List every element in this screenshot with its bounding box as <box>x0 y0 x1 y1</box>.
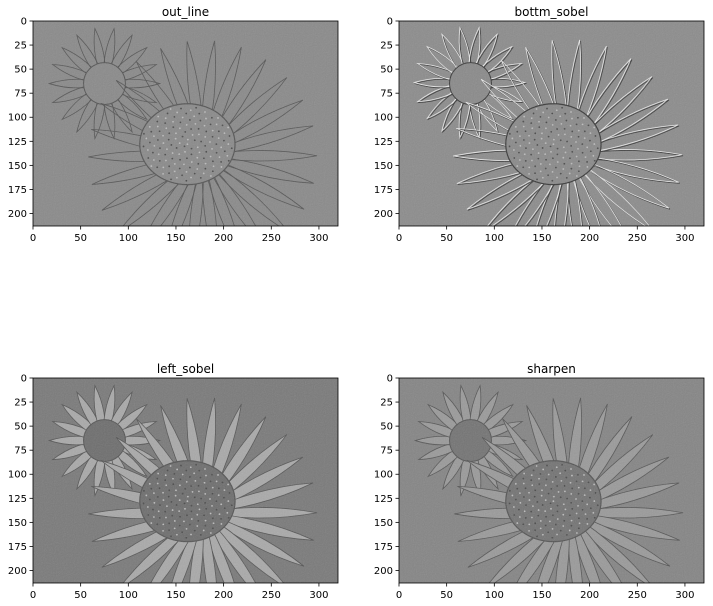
y-tick-label: 175 <box>374 542 393 553</box>
x-tick-label: 200 <box>214 590 233 601</box>
y-tick-label: 200 <box>374 566 393 577</box>
y-tick-label: 50 <box>14 422 27 433</box>
x-tick-label: 250 <box>262 233 281 244</box>
x-tick-label: 50 <box>74 590 87 601</box>
subplot-title: sharpen <box>527 362 576 376</box>
x-tick-label: 0 <box>30 590 36 601</box>
y-tick-label: 200 <box>374 209 393 220</box>
image-area <box>33 378 338 583</box>
x-tick-label: 0 <box>396 233 402 244</box>
y-tick-label: 125 <box>374 137 393 148</box>
y-tick-label: 150 <box>8 518 27 529</box>
x-tick-label: 100 <box>119 590 138 601</box>
subplot-title: out_line <box>162 5 209 19</box>
x-tick-label: 150 <box>166 590 185 601</box>
x-tick-label: 150 <box>532 590 551 601</box>
x-tick-label: 200 <box>580 590 599 601</box>
y-tick-label: 125 <box>8 494 27 505</box>
image-noise <box>33 378 338 583</box>
subplot-title: bottm_sobel <box>515 5 589 19</box>
subplot-left-sobel: left_sobel 0 50 100 150 200 250 300 0 25 50 75 100 12… <box>8 362 339 601</box>
y-tick-label: 100 <box>8 470 27 481</box>
y-tick-label: 200 <box>8 209 27 220</box>
y-tick-label: 25 <box>380 41 393 52</box>
y-tick-label: 150 <box>8 161 27 172</box>
subplot-out-line: out_line 0 50 100 150 200 250 300 0 25 50 75 100 125 1… <box>8 5 339 244</box>
x-tick-label: 250 <box>262 590 281 601</box>
x-tick-label: 50 <box>440 233 453 244</box>
y-tick-label: 25 <box>14 41 27 52</box>
x-tick-label: 100 <box>119 233 138 244</box>
y-tick-label: 0 <box>21 374 27 385</box>
x-tick-label: 50 <box>74 233 87 244</box>
image-noise <box>33 21 338 226</box>
x-tick-label: 200 <box>214 233 233 244</box>
image-noise <box>399 378 704 583</box>
y-tick-label: 200 <box>8 566 27 577</box>
y-tick-label: 100 <box>374 113 393 124</box>
y-tick-label: 175 <box>8 185 27 196</box>
subplot-sharpen: sharpen 0 50 100 150 200 250 300 0 25 50 75 100 125 15… <box>374 362 705 601</box>
y-tick-label: 25 <box>380 398 393 409</box>
x-tick-label: 0 <box>396 590 402 601</box>
subplot-title: left_sobel <box>157 362 214 376</box>
x-tick-label: 300 <box>309 233 328 244</box>
y-tick-label: 50 <box>380 65 393 76</box>
y-tick-label: 0 <box>387 17 393 28</box>
axes-frame <box>32 377 339 584</box>
y-tick-label: 175 <box>374 185 393 196</box>
axes-frame <box>398 377 705 584</box>
image-noise <box>399 21 704 226</box>
x-tick-label: 200 <box>580 233 599 244</box>
x-tick-label: 100 <box>485 233 504 244</box>
y-tick-label: 125 <box>374 494 393 505</box>
image-area <box>399 378 704 583</box>
y-tick-label: 50 <box>14 65 27 76</box>
x-tick-label: 300 <box>675 590 694 601</box>
x-tick-label: 50 <box>440 590 453 601</box>
image-area <box>33 21 338 226</box>
y-tick-label: 50 <box>380 422 393 433</box>
y-tick-label: 0 <box>21 17 27 28</box>
y-tick-label: 75 <box>14 89 27 100</box>
x-tick-label: 300 <box>309 590 328 601</box>
y-tick-label: 125 <box>8 137 27 148</box>
x-tick-label: 100 <box>485 590 504 601</box>
y-tick-label: 75 <box>14 446 27 457</box>
image-area <box>399 21 704 226</box>
y-tick-label: 150 <box>374 161 393 172</box>
y-tick-label: 25 <box>14 398 27 409</box>
axes-frame <box>32 20 339 227</box>
x-tick-label: 250 <box>628 590 647 601</box>
y-tick-label: 175 <box>8 542 27 553</box>
axes-frame <box>398 20 705 227</box>
y-tick-label: 100 <box>374 470 393 481</box>
x-tick-label: 0 <box>30 233 36 244</box>
y-tick-label: 100 <box>8 113 27 124</box>
y-tick-label: 75 <box>380 446 393 457</box>
y-tick-label: 150 <box>374 518 393 529</box>
y-tick-label: 0 <box>387 374 393 385</box>
x-tick-label: 300 <box>675 233 694 244</box>
y-tick-label: 75 <box>380 89 393 100</box>
x-tick-label: 150 <box>166 233 185 244</box>
x-tick-label: 250 <box>628 233 647 244</box>
x-tick-label: 150 <box>532 233 551 244</box>
subplot-bottm-sobel: bottm_sobel 0 50 100 150 200 250 300 0 25 50 75 100 1… <box>374 5 705 244</box>
